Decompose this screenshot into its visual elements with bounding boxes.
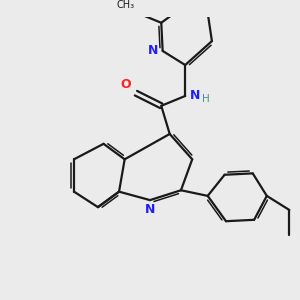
Text: O: O <box>120 78 131 91</box>
Text: N: N <box>148 44 158 57</box>
Text: H: H <box>202 94 210 104</box>
Text: N: N <box>145 203 155 217</box>
Text: N: N <box>190 89 200 102</box>
Text: CH₃: CH₃ <box>116 0 134 10</box>
